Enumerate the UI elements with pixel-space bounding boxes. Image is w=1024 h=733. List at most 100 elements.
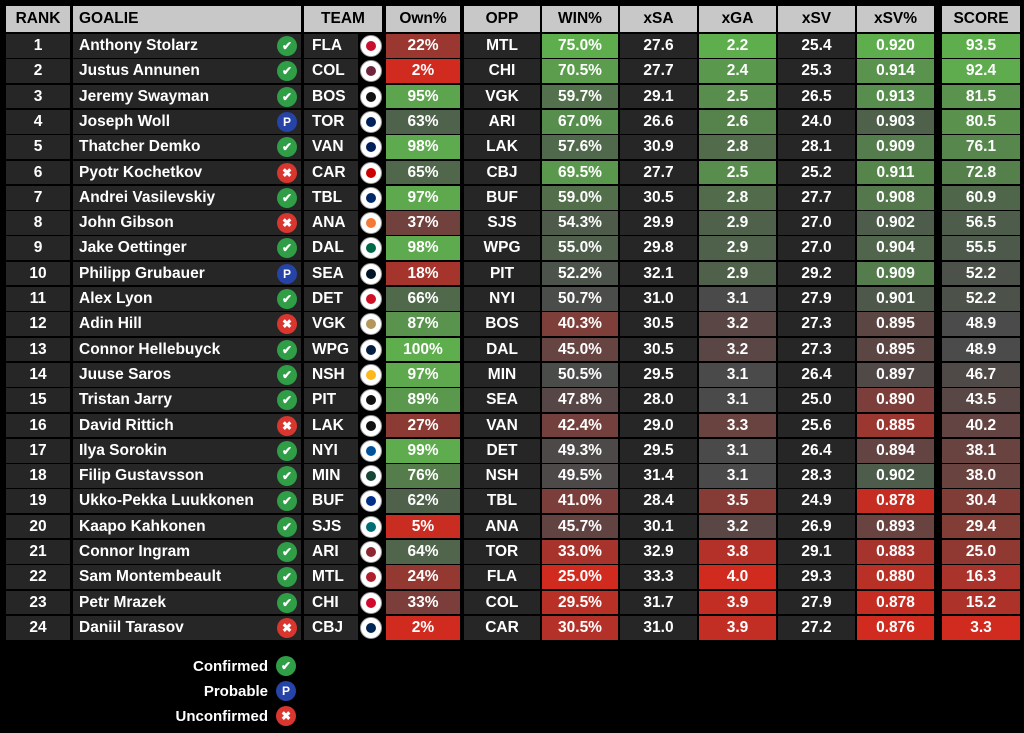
score-cell: 76.1 <box>942 135 1020 159</box>
xsv-cell: 25.2 <box>778 160 855 185</box>
win-cell: 49.3% <box>542 438 618 463</box>
checkmark-icon: ✔ <box>277 36 297 56</box>
rank-cell: 6 <box>6 160 70 185</box>
header-rank[interactable]: RANK <box>6 6 70 32</box>
score-cell: 38.0 <box>942 464 1020 488</box>
xsvp-cell: 0.878 <box>857 590 934 615</box>
xsvp-cell: 0.902 <box>857 211 934 235</box>
team-logo-icon <box>360 541 382 563</box>
header-win[interactable]: WIN% <box>542 6 618 32</box>
goalie-name-cell: David Rittich <box>73 413 301 438</box>
xsvp-cell: 0.914 <box>857 59 934 84</box>
xsv-cell: 27.3 <box>778 337 855 362</box>
team-logo-icon <box>360 363 382 386</box>
goalie-name-cell: Daniil Tarasov <box>73 615 301 640</box>
team-cell: WPG <box>304 337 358 362</box>
xsa-cell: 33.3 <box>620 565 697 590</box>
xga-cell: 3.9 <box>699 590 776 615</box>
xga-cell: 3.2 <box>699 514 776 539</box>
xsvp-cell: 0.885 <box>857 413 934 438</box>
xga-cell: 3.1 <box>699 362 776 387</box>
rank-cell: 12 <box>6 312 70 337</box>
xsv-cell: 25.4 <box>778 34 855 58</box>
rank-cell: 3 <box>6 84 70 109</box>
xga-cell: 2.8 <box>699 135 776 159</box>
own-cell: 99% <box>386 438 460 463</box>
own-cell: 24% <box>386 565 460 590</box>
team-cell: BOS <box>304 84 358 109</box>
header-score[interactable]: SCORE <box>942 6 1020 32</box>
win-cell: 67.0% <box>542 109 618 134</box>
xsa-cell: 30.1 <box>620 514 697 539</box>
header-xsa[interactable]: xSA <box>620 6 697 32</box>
goalie-name-cell: John Gibson <box>73 211 301 235</box>
opp-cell: CBJ <box>464 160 540 185</box>
rank-cell: 16 <box>6 413 70 438</box>
checkmark-icon: ✔ <box>277 466 297 487</box>
xsa-cell: 27.7 <box>620 160 697 185</box>
team-logo-icon <box>360 566 382 589</box>
xsa-cell: 29.9 <box>620 211 697 235</box>
goalie-name-cell: Justus Annunen <box>73 59 301 84</box>
own-cell: 5% <box>386 514 460 539</box>
opp-cell: CHI <box>464 59 540 84</box>
xsv-cell: 28.1 <box>778 135 855 159</box>
header-goalie[interactable]: GOALIE <box>73 6 301 32</box>
xsvp-cell: 0.902 <box>857 464 934 488</box>
score-cell: 60.9 <box>942 185 1020 210</box>
checkmark-icon: ✔ <box>277 592 297 613</box>
p-letter-icon: P <box>276 681 296 701</box>
xga-cell: 2.9 <box>699 211 776 235</box>
score-cell: 56.5 <box>942 211 1020 235</box>
goalie-name-cell: Andrei Vasilevskiy <box>73 185 301 210</box>
header-opp[interactable]: OPP <box>464 6 540 32</box>
team-logo-icon <box>360 414 382 437</box>
win-cell: 33.0% <box>542 540 618 564</box>
team-cell: NSH <box>304 362 358 387</box>
xga-cell: 3.2 <box>699 312 776 337</box>
opp-cell: DET <box>464 438 540 463</box>
score-cell: 48.9 <box>942 337 1020 362</box>
own-cell: 89% <box>386 388 460 412</box>
team-cell: VGK <box>304 312 358 337</box>
team-cell: DAL <box>304 236 358 261</box>
team-logo-icon <box>360 85 382 108</box>
goalie-name-cell: Pyotr Kochetkov <box>73 160 301 185</box>
xsvp-cell: 0.883 <box>857 540 934 564</box>
team-cell: SJS <box>304 514 358 539</box>
xsvp-cell: 0.903 <box>857 109 934 134</box>
score-cell: 80.5 <box>942 109 1020 134</box>
team-logo-icon <box>360 490 382 513</box>
xsvp-cell: 0.890 <box>857 388 934 412</box>
header-own[interactable]: Own% <box>386 6 460 32</box>
team-cell: PIT <box>304 388 358 412</box>
checkmark-icon: ✔ <box>277 542 297 562</box>
header-xga[interactable]: xGA <box>699 6 776 32</box>
goalie-name-cell: Jake Oettinger <box>73 236 301 261</box>
xga-cell: 2.4 <box>699 59 776 84</box>
xsv-cell: 27.7 <box>778 185 855 210</box>
header-xsvp[interactable]: xSV% <box>857 6 934 32</box>
win-cell: 70.5% <box>542 59 618 84</box>
xsv-cell: 27.0 <box>778 236 855 261</box>
team-cell: ARI <box>304 540 358 564</box>
xga-cell: 2.6 <box>699 109 776 134</box>
goalie-name-cell: Filip Gustavsson <box>73 464 301 488</box>
goalie-name-cell: Philipp Grubauer <box>73 261 301 286</box>
xsv-cell: 27.9 <box>778 590 855 615</box>
own-cell: 2% <box>386 615 460 640</box>
rank-cell: 15 <box>6 388 70 412</box>
team-logo-icon <box>360 389 382 412</box>
xsv-cell: 25.3 <box>778 59 855 84</box>
goalie-name-cell: Petr Mrazek <box>73 590 301 615</box>
score-cell: 38.1 <box>942 438 1020 463</box>
own-cell: 87% <box>386 312 460 337</box>
xsvp-cell: 0.880 <box>857 565 934 590</box>
win-cell: 50.5% <box>542 362 618 387</box>
team-cell: CHI <box>304 590 358 615</box>
xsa-cell: 30.5 <box>620 312 697 337</box>
header-xsv[interactable]: xSV <box>778 6 855 32</box>
rank-cell: 5 <box>6 135 70 159</box>
header-team[interactable]: TEAM <box>304 6 382 32</box>
rank-cell: 10 <box>6 261 70 286</box>
